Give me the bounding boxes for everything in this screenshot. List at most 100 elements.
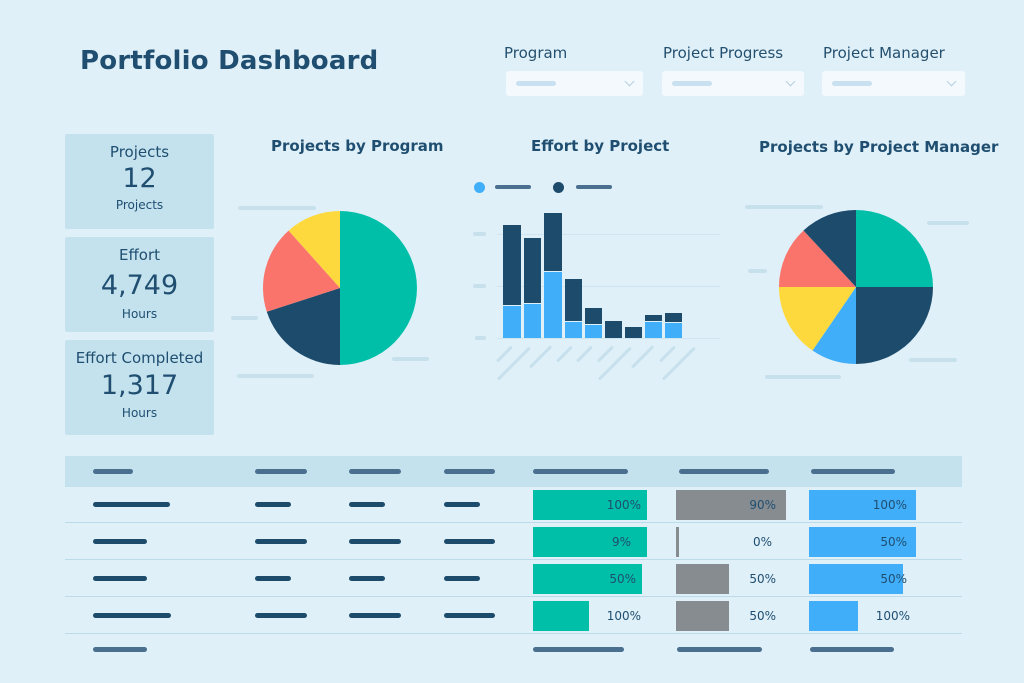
bar[interactable] — [565, 279, 582, 338]
progress-value: 50% — [880, 535, 907, 549]
bar[interactable] — [625, 327, 642, 338]
progress-value: 100% — [606, 609, 641, 623]
column-header[interactable] — [679, 469, 769, 474]
pie-slice-yellow[interactable] — [288, 210, 340, 288]
table-row[interactable]: 100% 50% 100% — [65, 598, 962, 635]
row-divider — [65, 596, 962, 597]
pie-slice-navy[interactable] — [266, 288, 340, 365]
column-header[interactable] — [93, 469, 133, 474]
cell-text — [255, 502, 291, 507]
progress-bar-gray — [676, 490, 786, 520]
pie-chart-program — [263, 210, 417, 365]
chart-title-program: Projects by Program — [271, 137, 444, 155]
bar[interactable] — [605, 321, 622, 338]
y-axis-tick — [473, 232, 486, 236]
program-dropdown-value — [516, 81, 556, 86]
row-divider — [65, 522, 962, 523]
pie-label-line — [745, 205, 823, 209]
table-header — [65, 456, 962, 487]
pie-label-line — [238, 206, 316, 210]
column-header[interactable] — [444, 469, 495, 474]
project-progress-dropdown[interactable] — [662, 71, 804, 96]
legend-label — [495, 185, 531, 189]
cell-text — [93, 502, 170, 507]
legend-dot-icon — [474, 182, 485, 193]
progress-bar-gray — [676, 527, 679, 557]
row-divider — [65, 559, 962, 560]
chart-title-manager: Projects by Project Manager — [759, 138, 999, 156]
progress-bar-teal — [533, 601, 589, 631]
kpi-label: Effort — [118, 246, 161, 264]
table-row[interactable]: 50% 50% 50% — [65, 561, 962, 598]
table-row[interactable]: 100% 90% 100% — [65, 487, 962, 524]
legend-label — [576, 185, 612, 189]
cell-text — [255, 539, 307, 544]
progress-value: 50% — [609, 572, 636, 586]
pie-slice-yellow[interactable] — [779, 287, 856, 351]
cell-text — [93, 576, 147, 581]
bar[interactable] — [544, 213, 562, 338]
kpi-label: Projects — [109, 143, 170, 161]
cell-text — [255, 576, 291, 581]
page-title: Portfolio Dashboard — [80, 46, 379, 76]
pie-label-line — [765, 375, 841, 379]
progress-value: 90% — [749, 498, 776, 512]
row-divider — [65, 633, 962, 634]
pie-slice-navy-2[interactable] — [803, 210, 857, 287]
progress-bar-blue — [809, 564, 903, 594]
project-manager-dropdown-value — [832, 81, 872, 86]
pie-label-line — [927, 221, 969, 225]
kpi-label: Effort Completed — [75, 349, 204, 367]
progress-value: 9% — [611, 535, 631, 549]
progress-value: 50% — [880, 572, 907, 586]
cell-text — [444, 613, 495, 618]
program-dropdown[interactable] — [506, 71, 643, 96]
footer-text — [677, 647, 762, 652]
progress-value: 100% — [872, 498, 907, 512]
progress-value: 100% — [875, 609, 910, 623]
legend-dot-icon — [553, 182, 564, 193]
column-header[interactable] — [811, 469, 895, 474]
bar[interactable] — [585, 308, 602, 338]
kpi-value: 4,749 — [100, 270, 179, 301]
pie-slice-teal[interactable] — [856, 210, 933, 287]
cell-text — [93, 613, 171, 618]
column-header[interactable] — [533, 469, 628, 474]
cell-text — [255, 613, 307, 618]
chevron-down-icon — [785, 76, 796, 87]
column-header[interactable] — [349, 469, 401, 474]
progress-bar-teal — [533, 527, 647, 557]
kpi-card-effort: Effort 4,749 Hours — [65, 237, 214, 332]
progress-value: 0% — [752, 535, 772, 549]
chevron-down-icon — [946, 76, 957, 87]
bar[interactable] — [645, 315, 662, 338]
pie-slice-navy[interactable] — [856, 287, 933, 364]
gridline — [497, 234, 720, 235]
cell-text — [444, 502, 480, 507]
pie-chart-manager — [778, 210, 933, 364]
column-header[interactable] — [255, 469, 307, 474]
cell-text — [349, 539, 401, 544]
project-manager-dropdown[interactable] — [822, 71, 965, 96]
filter-progress-label: Project Progress — [663, 44, 784, 62]
pie-slice-coral[interactable] — [778, 230, 856, 288]
pie-slice-teal[interactable] — [340, 211, 417, 365]
filter-program-label: Program — [504, 44, 568, 62]
bar[interactable] — [524, 238, 541, 338]
cell-text — [349, 613, 401, 618]
table-row[interactable]: 9% 0% 50% — [65, 524, 962, 561]
bar[interactable] — [665, 313, 682, 338]
x-axis-label — [596, 345, 614, 363]
kpi-card-projects: Projects 12 Projects — [65, 134, 214, 229]
bar[interactable] — [503, 225, 521, 338]
kpi-unit: Hours — [121, 307, 158, 321]
pie-slice-coral[interactable] — [263, 230, 340, 312]
cell-text — [444, 539, 495, 544]
footer-text — [533, 647, 624, 652]
filter-program: Program — [504, 44, 567, 62]
progress-bar-teal — [533, 564, 642, 594]
pie-slice-sky[interactable] — [812, 287, 857, 364]
progress-value: 50% — [749, 572, 776, 586]
y-axis-tick — [473, 284, 486, 288]
progress-bar-blue — [809, 490, 916, 520]
